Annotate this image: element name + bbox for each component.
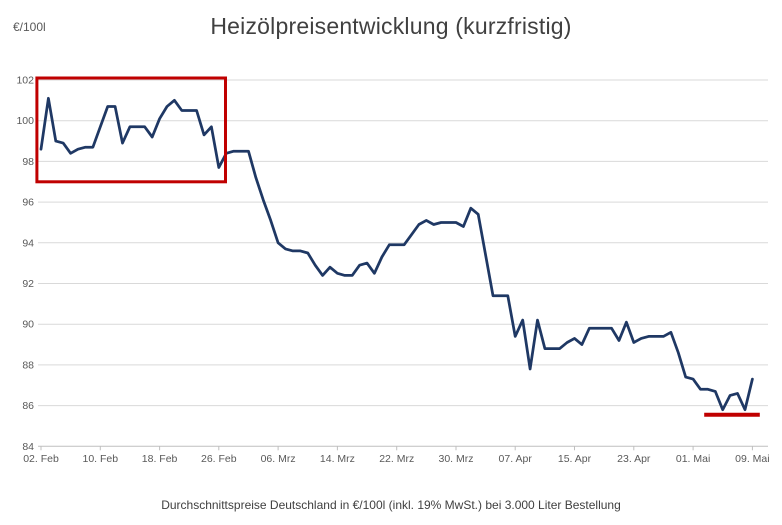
x-axis-label: 26. Feb: [201, 453, 237, 465]
y-axis-label: 102: [16, 75, 34, 87]
y-axis-label: 84: [22, 441, 34, 453]
y-axis-label: 100: [16, 115, 34, 127]
x-axis-label: 06. Mrz: [261, 453, 296, 465]
x-axis-label: 14. Mrz: [320, 453, 355, 465]
y-axis-label: 96: [22, 197, 34, 209]
x-axis-label: 30. Mrz: [438, 453, 473, 465]
x-axis-label: 09. Mai: [735, 453, 769, 465]
x-axis-label: 07. Apr: [499, 453, 533, 465]
y-axis-label: 94: [22, 237, 34, 249]
y-axis-label: 90: [22, 319, 34, 331]
y-axis-label: 92: [22, 278, 34, 290]
highlight-box: [35, 76, 228, 184]
y-axis-unit-label: €/100l: [13, 20, 46, 34]
chart-caption: Durchschnittspreise Deutschland in €/100…: [161, 498, 621, 512]
x-axis-label: 15. Apr: [558, 453, 592, 465]
x-axis-label: 18. Feb: [142, 453, 178, 465]
x-axis-label: 23. Apr: [617, 453, 651, 465]
y-axis-label: 88: [22, 359, 34, 371]
chart-title: Heizölpreisentwicklung (kurzfristig): [210, 13, 572, 39]
y-axis-label: 98: [22, 156, 34, 168]
x-axis-label: 02. Feb: [23, 453, 59, 465]
x-axis-label: 22. Mrz: [379, 453, 414, 465]
x-axis-label: 01. Mai: [676, 453, 710, 465]
y-axis-label: 86: [22, 400, 34, 412]
price-line: [39, 96, 754, 412]
x-axis-label: 10. Feb: [82, 453, 118, 465]
